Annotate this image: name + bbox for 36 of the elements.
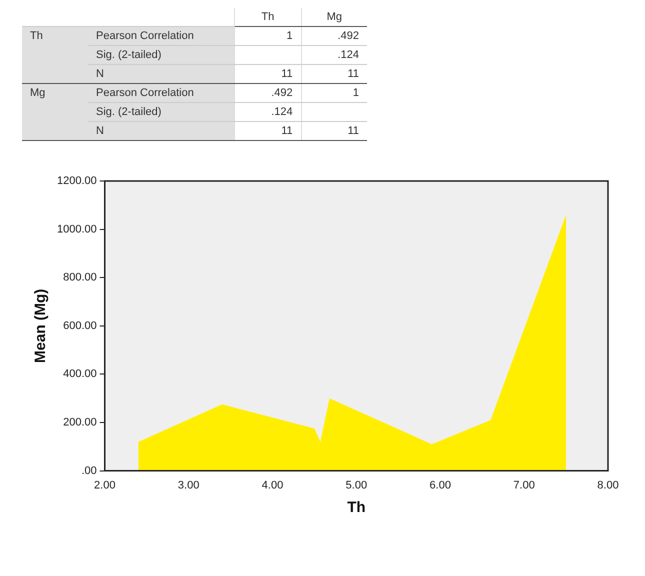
x-tick-label: 4.00 [262, 479, 284, 492]
category-label: N [96, 68, 104, 80]
y-tick-label: 400.00 [63, 368, 97, 380]
x-tick-label: 5.00 [346, 479, 368, 492]
text: 11 [348, 68, 359, 80]
text: 1 [286, 30, 293, 42]
category-label: Th [234, 8, 302, 26]
category-label: Mg [30, 87, 46, 99]
category-label: Sig. (2-tailed) [96, 49, 162, 61]
y-tick-label: 200.00 [63, 416, 97, 429]
text: .124 [338, 49, 359, 61]
category-label: Mg [301, 8, 367, 26]
y-axis-title: Mean (Mg) [32, 288, 50, 363]
y-tick-label: 1000.00 [56, 223, 97, 236]
y-tick-label: 800.00 [63, 272, 97, 284]
y-tick-label: 600.00 [63, 320, 97, 332]
y-tick-label: .00 [81, 464, 97, 477]
x-tick-label: 8.00 [597, 479, 619, 492]
category-label: Sig. (2-tailed) [96, 106, 162, 118]
text: .492 [338, 30, 359, 42]
x-axis-title: Th [347, 499, 366, 516]
x-tick-label: 6.00 [430, 479, 451, 492]
text: 11 [281, 125, 293, 137]
text: .492 [271, 87, 293, 99]
x-tick-label: 2.00 [94, 479, 116, 492]
text: 11 [281, 68, 293, 80]
category-label: N [96, 125, 104, 137]
category-label: Pearson Correlation [96, 30, 194, 42]
category-label: Th [30, 30, 43, 42]
x-tick-label: 7.00 [513, 479, 535, 492]
category-label: Pearson Correlation [96, 87, 194, 99]
text: 11 [348, 125, 359, 137]
y-tick-label: 1200.00 [56, 175, 97, 188]
text: 1 [352, 87, 359, 99]
x-tick-label: 3.00 [178, 479, 200, 492]
text: .124 [271, 106, 293, 118]
